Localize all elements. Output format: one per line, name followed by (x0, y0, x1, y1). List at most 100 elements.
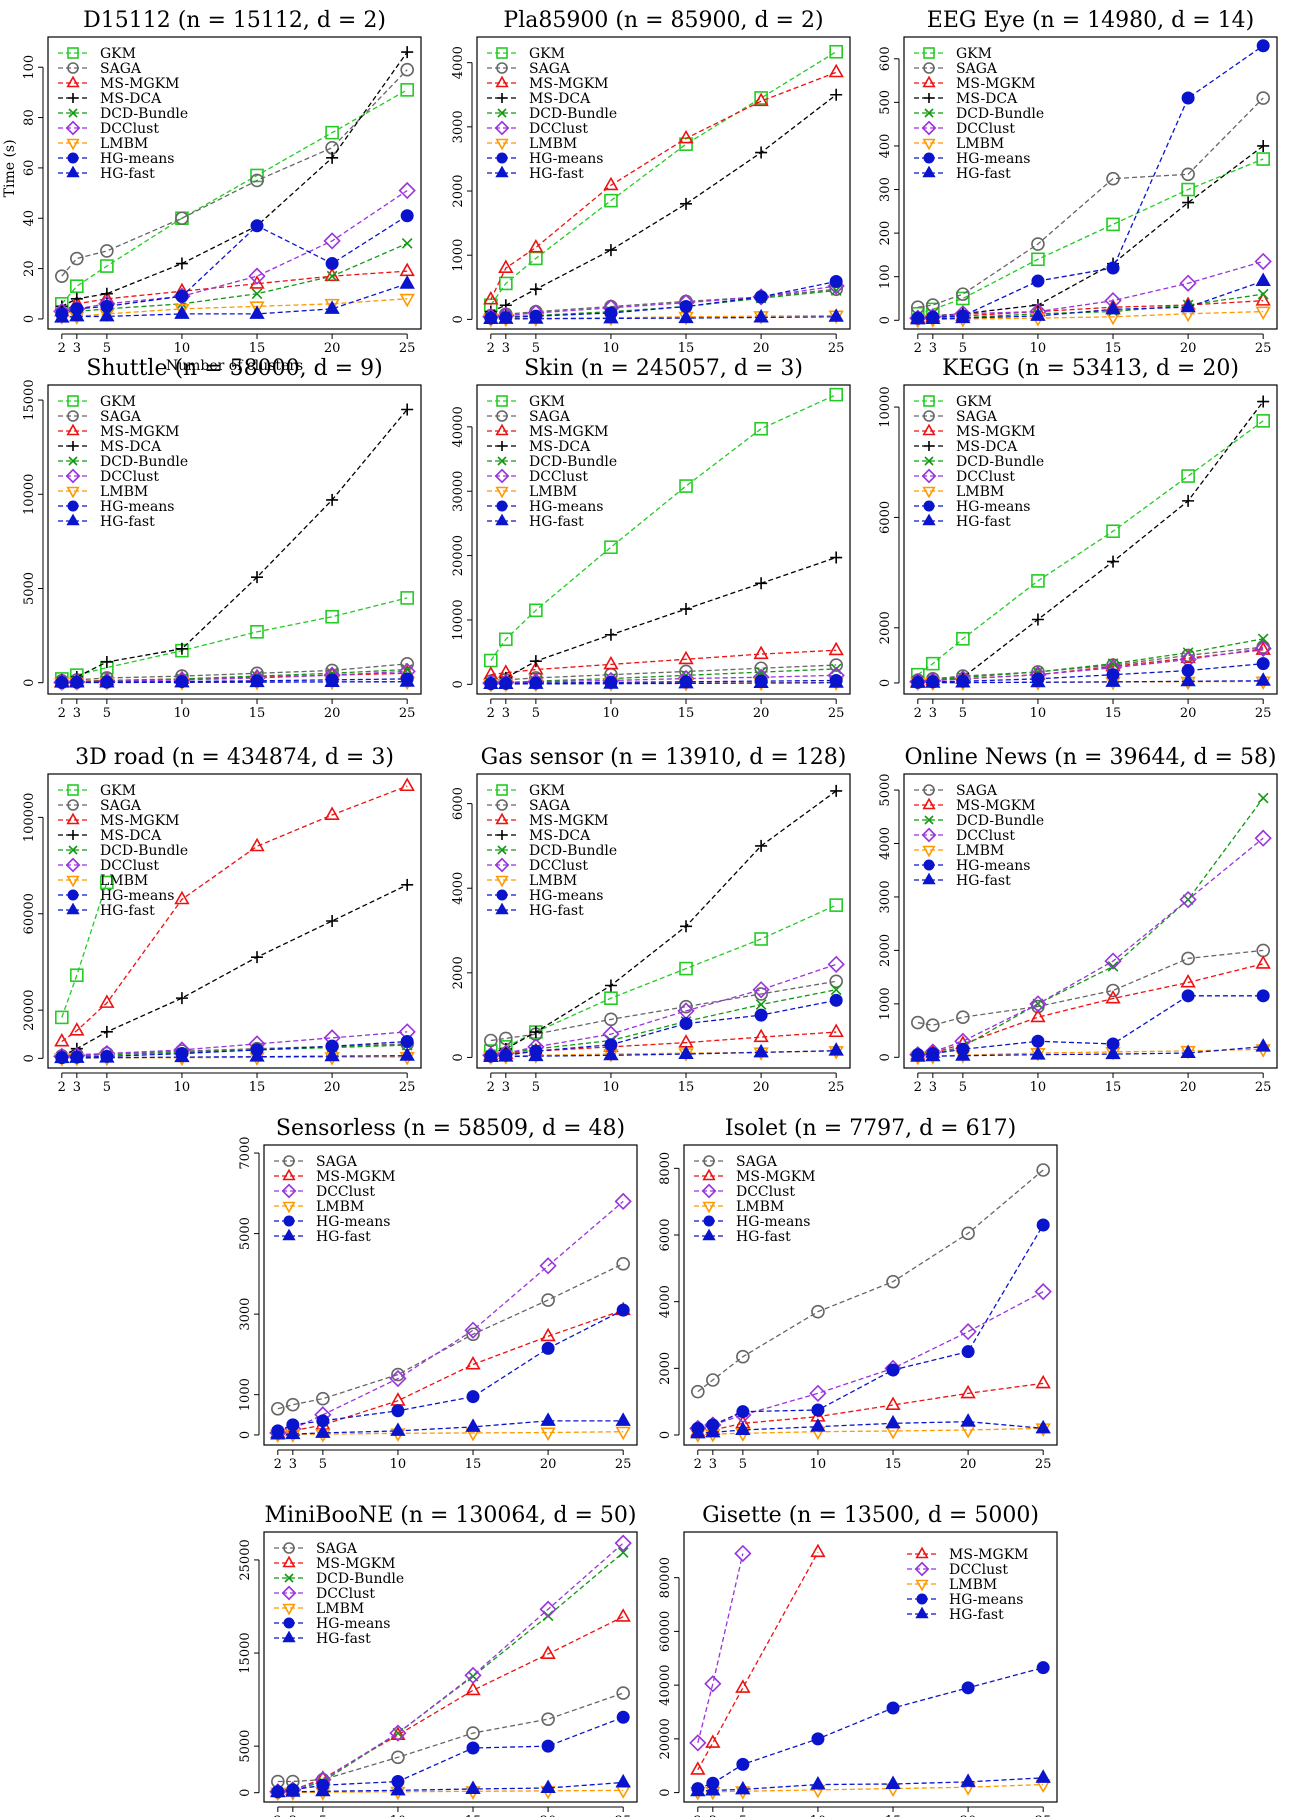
legend-label: MS-MGKM (956, 798, 1035, 814)
legend-item-saga: SAGA (274, 1541, 358, 1557)
series-line (490, 980, 837, 1042)
legend-item-ms-mgkm: MS-MGKM (694, 1168, 815, 1185)
x-tick-label: 15 (678, 706, 695, 721)
data-point (755, 839, 768, 852)
x-tick-label: 25 (615, 1814, 632, 1817)
y-tick-label: 60 (22, 160, 37, 177)
data-point (401, 403, 414, 416)
data-point (251, 951, 264, 964)
legend-marker (924, 93, 934, 103)
legend-marker (496, 500, 508, 512)
data-point (249, 1048, 265, 1062)
x-tick-label: 2 (58, 341, 66, 356)
data-point (828, 674, 844, 688)
legend-item-saga: SAGA (58, 61, 142, 77)
series-line (490, 71, 837, 300)
data-point (399, 293, 415, 308)
legend-marker (915, 1579, 929, 1592)
legend-label: HG-means (956, 858, 1031, 874)
y-tick-label: 0 (451, 680, 466, 688)
legend-marker (702, 1168, 716, 1181)
legend-item-gkm: GKM (58, 394, 136, 410)
y-tick-label: 2000 (451, 956, 466, 989)
legend-item-lmbm: LMBM (487, 484, 577, 500)
series-line (917, 949, 1264, 1026)
legend-item-dcclust: DCClust (907, 1561, 1008, 1578)
data-point (1254, 252, 1272, 271)
data-point (499, 632, 513, 647)
x-tick-label: 20 (1180, 341, 1197, 356)
y-tick-label: 4000 (451, 46, 466, 79)
legend-item-hg-means: HG-means (907, 1592, 1024, 1608)
x-tick-label: 25 (1035, 1814, 1052, 1817)
legend-item-hg-means: HG-means (914, 499, 1031, 515)
data-point (250, 625, 264, 639)
y-tick-label: 7000 (238, 1137, 253, 1170)
chart-title: EEG Eye (n = 14980, d = 14) (927, 8, 1254, 33)
data-point (1106, 983, 1120, 998)
legend-marker (922, 75, 936, 88)
data-point (325, 125, 339, 140)
x-tick-label: 25 (1255, 341, 1272, 356)
data-point (1031, 613, 1044, 626)
data-point (498, 259, 514, 274)
data-point (1181, 648, 1195, 663)
legend-marker (702, 1228, 716, 1241)
x-tick-label: 25 (1255, 706, 1272, 721)
data-point (399, 1047, 415, 1061)
data-point (1257, 288, 1269, 300)
x-tick-label: 20 (960, 1814, 977, 1817)
y-tick-label: 600 (878, 46, 893, 71)
legend-label: LMBM (956, 484, 1004, 500)
data-point (54, 1032, 70, 1047)
legend-item-ms-dca: MS-DCA (58, 439, 162, 455)
legend-label: SAGA (956, 409, 998, 425)
data-point (69, 1022, 85, 1036)
legend-marker (66, 513, 80, 526)
legend-label: GKM (529, 394, 565, 410)
legend-label: MS-DCA (956, 91, 1018, 107)
data-point (678, 309, 694, 324)
legend-label: DCClust (956, 121, 1015, 137)
data-point (540, 1427, 556, 1442)
chart-title: 3D road (n = 434874, d = 3) (75, 745, 394, 770)
legend-marker (67, 395, 79, 407)
data-point (483, 310, 499, 325)
legend-marker (283, 1542, 295, 1554)
data-point (541, 1293, 555, 1307)
legend-marker (68, 108, 78, 118)
series-hg-fast (910, 272, 1271, 325)
plot-frame (47, 773, 422, 1069)
y-tick-label: 20 (22, 260, 37, 277)
data-point (541, 1341, 555, 1355)
y-tick-label: 300 (878, 177, 893, 202)
data-point (679, 1017, 693, 1031)
data-point (755, 577, 768, 590)
data-point (528, 675, 544, 689)
legend-item-hg-means: HG-means (914, 858, 1031, 874)
legend-label: DCD-Bundle (529, 106, 617, 122)
data-point (1030, 1008, 1046, 1023)
x-tick-label: 15 (885, 1814, 902, 1817)
data-point (99, 673, 115, 688)
chart-title: Gas sensor (n = 13910, d = 128) (481, 745, 847, 770)
x-tick-label: 3 (929, 1080, 937, 1095)
data-point (1181, 989, 1195, 1003)
series-line (61, 882, 108, 1018)
legend-item-dcclust: DCClust (487, 120, 588, 137)
x-tick-label: 15 (465, 1457, 482, 1472)
data-point (326, 270, 338, 282)
x-tick-label: 20 (324, 706, 341, 721)
y-tick-label: 1000 (878, 987, 893, 1020)
legend-label: HG-fast (529, 903, 584, 919)
chart-panel-eeg-eye-n-14980-d-14: EEG Eye (n = 14980, d = 14) 2 3 5 10 15 20 25 0 1… (878, 8, 1278, 356)
series-hg-fast (54, 275, 415, 323)
legend-item-lmbm: LMBM (58, 484, 148, 500)
legend: GKMSAGAMS-MGKMMS-DCADCD-BundleDCClustLMB… (58, 394, 188, 530)
plot-frame (683, 1531, 1058, 1803)
legend-label: SAGA (316, 1154, 358, 1170)
legend-marker (494, 857, 510, 873)
y-tick-label: 8000 (658, 1152, 673, 1185)
x-tick-label: 2 (274, 1814, 282, 1817)
plot-frame (263, 1531, 638, 1803)
